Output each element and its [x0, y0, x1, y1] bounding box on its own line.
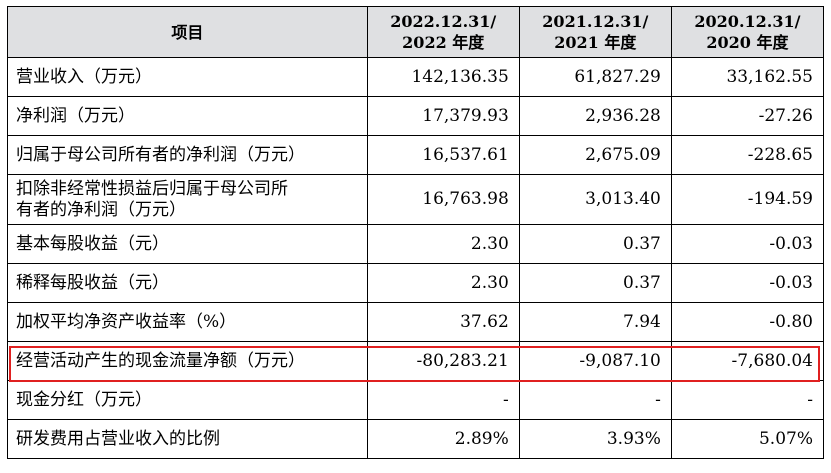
value-2022: 2.30	[366, 224, 520, 264]
value-2020: -228.65	[670, 135, 825, 175]
financial-summary-table: 项目 2022.12.31/ 2022 年度 2021.12.31/ 2021 …	[7, 6, 825, 459]
table-header-row: 项目 2022.12.31/ 2022 年度 2021.12.31/ 2021 …	[7, 6, 825, 58]
row-label: 扣除非经常性损益后归属于母公司所 有者的净利润（万元）	[7, 174, 368, 225]
table-row-revenue: 营业收入（万元） 142,136.35 61,827.29 33,162.55	[7, 57, 825, 97]
row-label: 归属于母公司所有者的净利润（万元）	[7, 135, 368, 175]
value-2021: 0.37	[518, 263, 672, 303]
value-2020: -	[670, 380, 825, 420]
row-label: 研发费用占营业收入的比例	[7, 419, 368, 459]
value-2022: -	[366, 380, 520, 420]
header-2021-date: 2021.12.31/	[542, 12, 649, 31]
value-2020: -0.03	[670, 263, 825, 303]
value-2021: 7.94	[518, 302, 672, 342]
value-2022: 37.62	[366, 302, 520, 342]
value-2021: 3,013.40	[518, 174, 672, 225]
header-2021: 2021.12.31/ 2021 年度	[518, 6, 672, 58]
row-label: 稀释每股收益（元）	[7, 263, 368, 303]
value-2021: 2,675.09	[518, 135, 672, 175]
value-2020: -0.80	[670, 302, 825, 342]
row-label: 经营活动产生的现金流量净额（万元）	[7, 341, 368, 381]
row-label: 现金分红（万元）	[7, 380, 368, 420]
value-2020: -194.59	[670, 174, 825, 225]
header-2021-year: 2021 年度	[554, 33, 637, 52]
table-row-diluted-eps: 稀释每股收益（元） 2.30 0.37 -0.03	[7, 263, 825, 303]
value-2020: 5.07%	[670, 419, 825, 459]
value-2021: -9,087.10	[518, 341, 672, 381]
value-2022: 17,379.93	[366, 96, 520, 136]
value-2020: -7,680.04	[670, 341, 825, 381]
value-2021: 0.37	[518, 224, 672, 264]
value-2022: 16,763.98	[366, 174, 520, 225]
value-2022: 2.30	[366, 263, 520, 303]
value-2020: -0.03	[670, 224, 825, 264]
value-2022: -80,283.21	[366, 341, 520, 381]
value-2020: 33,162.55	[670, 57, 825, 97]
row-label-line1: 扣除非经常性损益后归属于母公司所	[16, 178, 288, 199]
table-row-net-profit-deducted: 扣除非经常性损益后归属于母公司所 有者的净利润（万元） 16,763.98 3,…	[7, 174, 825, 225]
table-row-net-profit-parent: 归属于母公司所有者的净利润（万元） 16,537.61 2,675.09 -22…	[7, 135, 825, 175]
value-2022: 142,136.35	[366, 57, 520, 97]
row-label: 基本每股收益（元）	[7, 224, 368, 264]
value-2021: 3.93%	[518, 419, 672, 459]
value-2022: 2.89%	[366, 419, 520, 459]
row-label: 营业收入（万元）	[7, 57, 368, 97]
value-2021: 61,827.29	[518, 57, 672, 97]
table-row-cash-dividend: 现金分红（万元） - - -	[7, 380, 825, 420]
value-2020: -27.26	[670, 96, 825, 136]
header-item: 项目	[7, 6, 368, 58]
table-row-operating-cash-flow: 经营活动产生的现金流量净额（万元） -80,283.21 -9,087.10 -…	[7, 341, 825, 381]
row-label: 净利润（万元）	[7, 96, 368, 136]
header-2022-date: 2022.12.31/	[390, 12, 497, 31]
table-row-net-profit: 净利润（万元） 17,379.93 2,936.28 -27.26	[7, 96, 825, 136]
row-label: 加权平均净资产收益率（%）	[7, 302, 368, 342]
table-row-basic-eps: 基本每股收益（元） 2.30 0.37 -0.03	[7, 224, 825, 264]
financial-table-container: 项目 2022.12.31/ 2022 年度 2021.12.31/ 2021 …	[7, 6, 825, 459]
table-row-rd-ratio: 研发费用占营业收入的比例 2.89% 3.93% 5.07%	[7, 419, 825, 459]
value-2021: -	[518, 380, 672, 420]
value-2021: 2,936.28	[518, 96, 672, 136]
header-2022-year: 2022 年度	[402, 33, 485, 52]
header-2020-year: 2020 年度	[706, 33, 789, 52]
row-label-line2: 有者的净利润（万元）	[16, 199, 186, 220]
header-2020: 2020.12.31/ 2020 年度	[670, 6, 825, 58]
table-row-roe: 加权平均净资产收益率（%） 37.62 7.94 -0.80	[7, 302, 825, 342]
header-2022: 2022.12.31/ 2022 年度	[366, 6, 520, 58]
value-2022: 16,537.61	[366, 135, 520, 175]
header-2020-date: 2020.12.31/	[694, 12, 801, 31]
